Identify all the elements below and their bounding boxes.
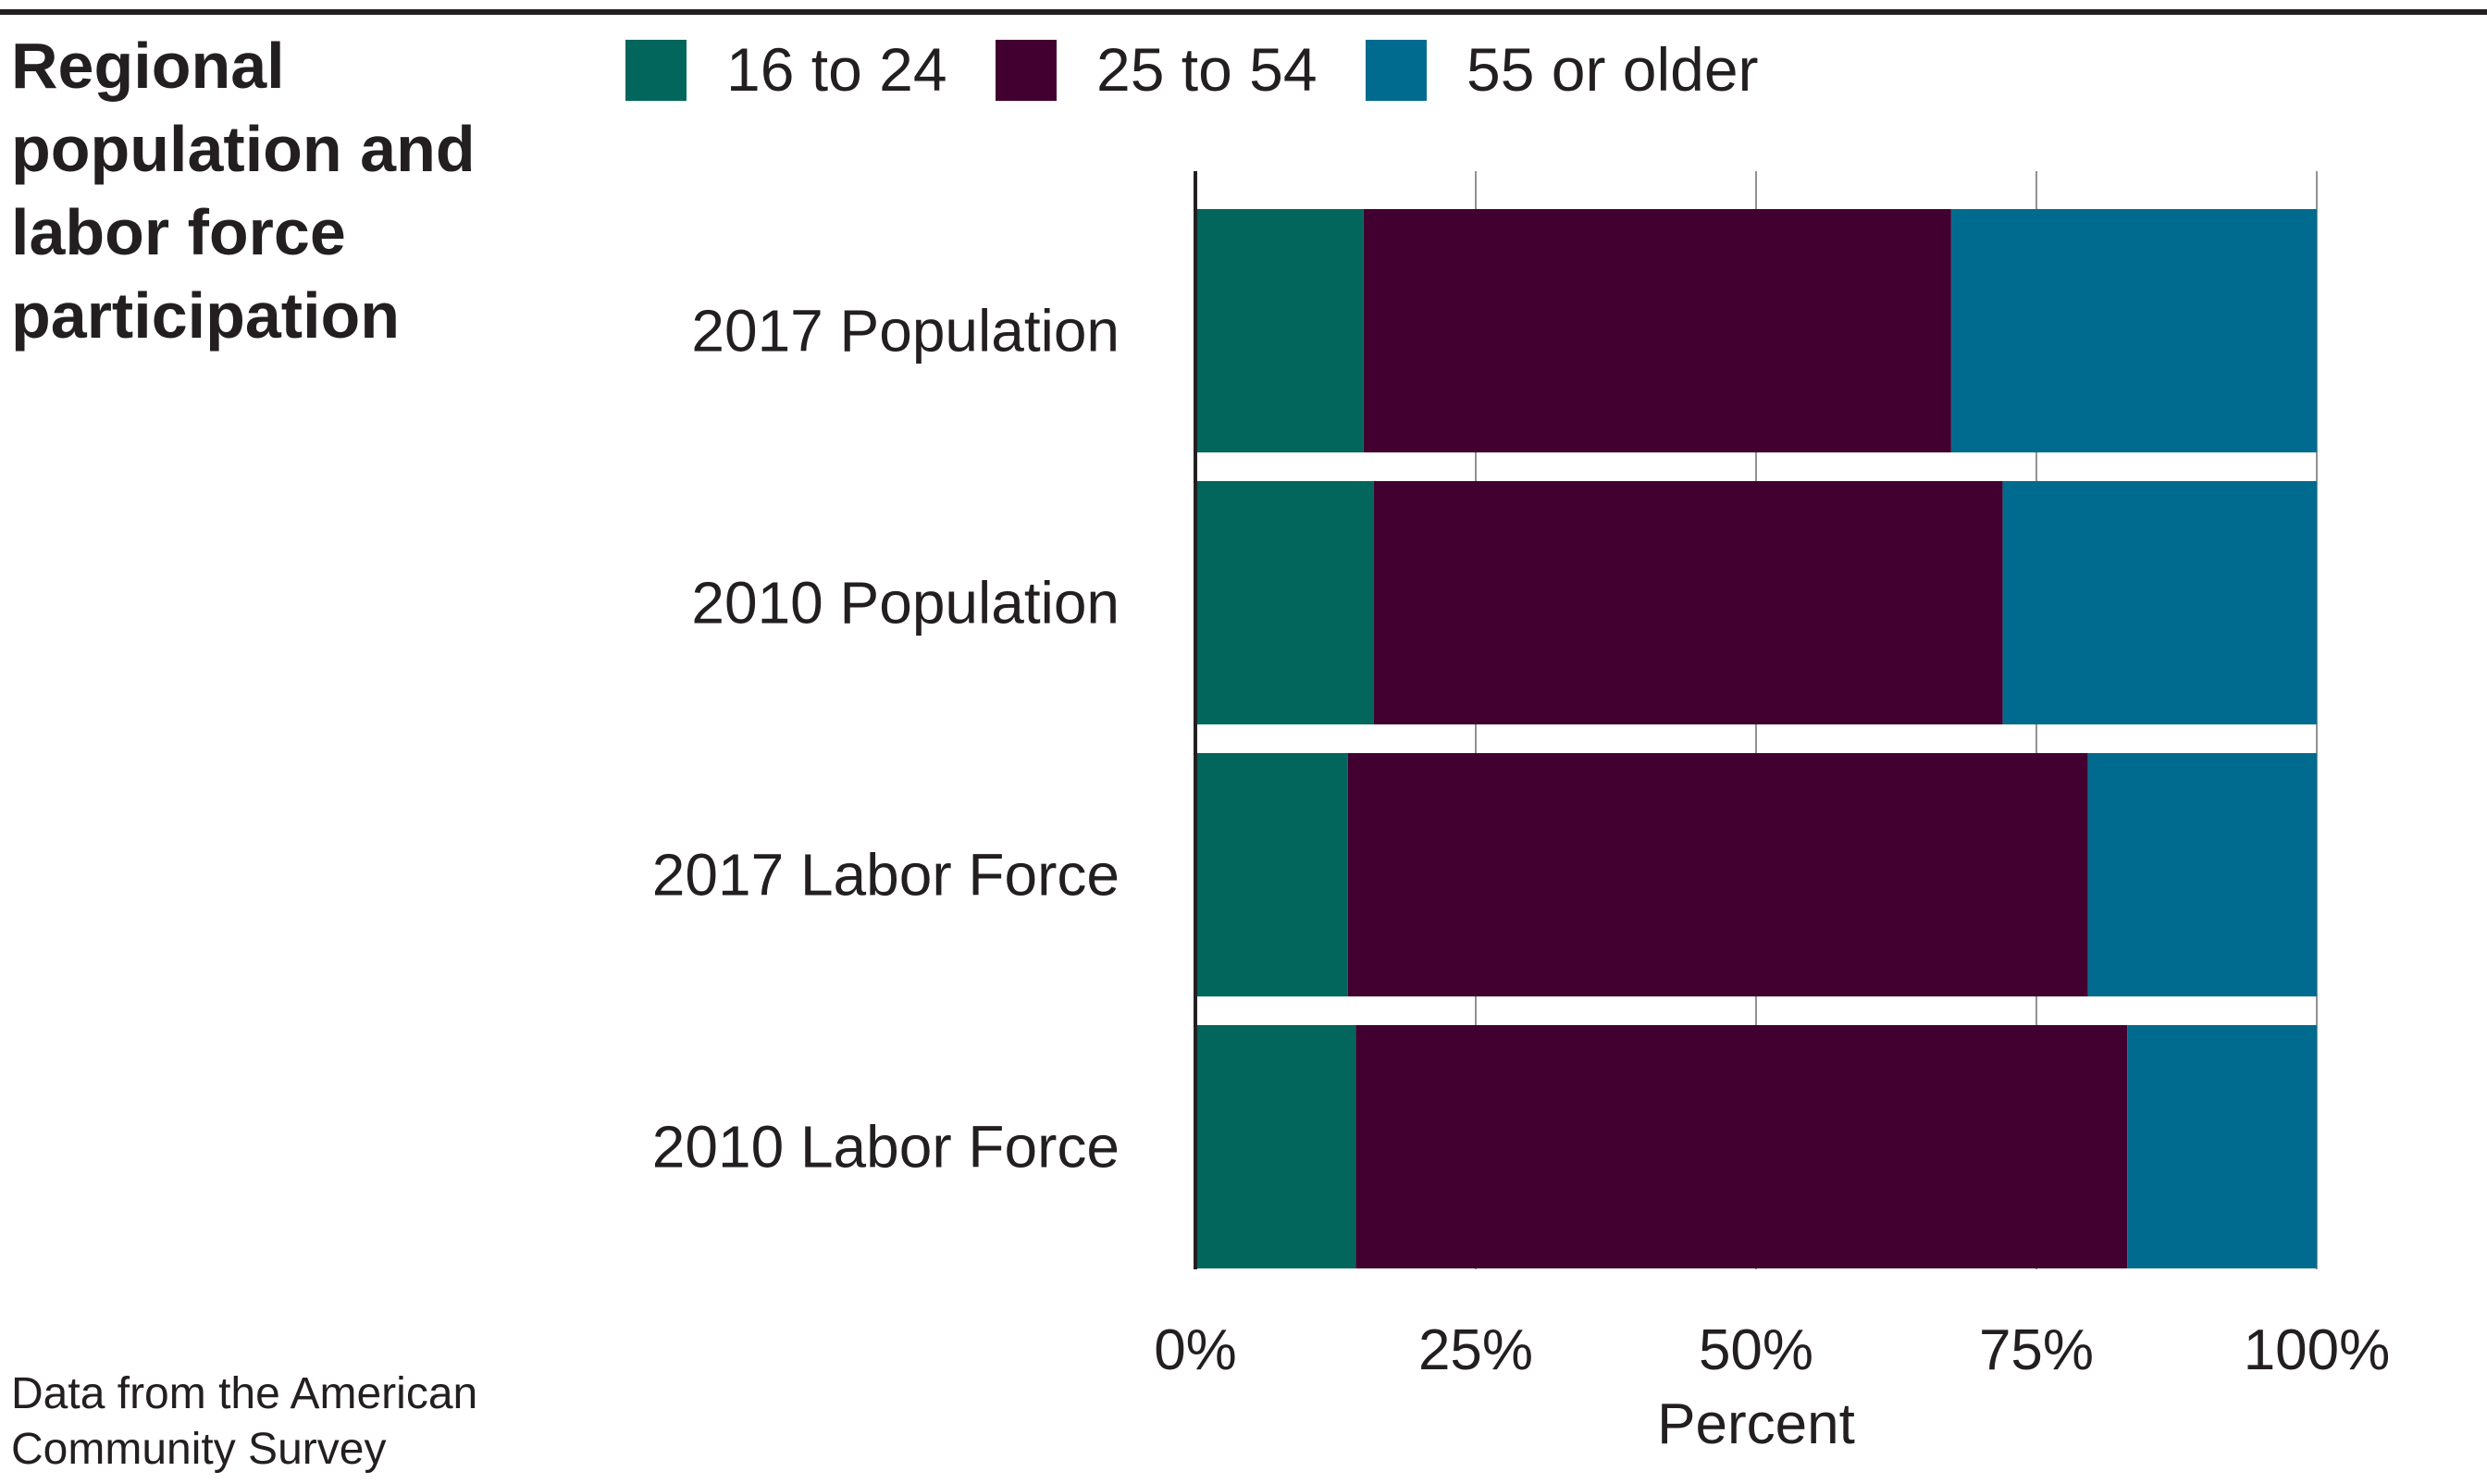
bar-segment bbox=[1373, 481, 2003, 724]
bar-segment bbox=[1363, 209, 1951, 452]
legend-swatch bbox=[996, 40, 1057, 101]
category-label: 2010 Labor Force bbox=[652, 1114, 1120, 1181]
chart-title-line: labor force bbox=[11, 196, 346, 268]
x-axis-title: Percent bbox=[1657, 1392, 1855, 1456]
legend-item: 25 to 54 bbox=[996, 35, 1318, 104]
top-rule bbox=[0, 9, 2487, 15]
legend-label: 16 to 24 bbox=[726, 35, 947, 104]
category-label: 2010 Population bbox=[691, 570, 1120, 637]
x-tick-label: 50% bbox=[1699, 1318, 1813, 1382]
legend-item: 55 or older bbox=[1366, 35, 1759, 104]
legend-label: 55 or older bbox=[1466, 35, 1759, 104]
bar-segment bbox=[1355, 1025, 2128, 1268]
source-note-line: Community Survey bbox=[11, 1425, 386, 1474]
x-tick-label: 25% bbox=[1418, 1318, 1533, 1382]
bar-segment bbox=[2127, 1025, 2317, 1268]
category-label: 2017 Labor Force bbox=[652, 842, 1120, 909]
legend-item: 16 to 24 bbox=[625, 35, 947, 104]
legend-swatch bbox=[1366, 40, 1427, 101]
legend-label: 25 to 54 bbox=[1096, 35, 1318, 104]
bar-segment bbox=[1195, 753, 1348, 996]
bar-segment bbox=[1195, 1025, 1356, 1268]
x-tick-label: 0% bbox=[1154, 1318, 1237, 1382]
source-note-line: Data from the American bbox=[11, 1369, 477, 1418]
bar-segment bbox=[1950, 209, 2317, 452]
x-tick-label: 100% bbox=[2244, 1318, 2391, 1382]
bar-segment bbox=[1195, 481, 1374, 724]
chart-title-line: Regional bbox=[11, 30, 285, 102]
chart-title-line: participation bbox=[11, 279, 400, 352]
source-note: Data from the American Community Survey bbox=[11, 1369, 490, 1474]
chart-title-line: population and bbox=[11, 113, 476, 185]
category-label: 2017 Population bbox=[691, 298, 1120, 365]
legend-swatch bbox=[625, 40, 687, 101]
chart-title: Regional population and labor force part… bbox=[11, 30, 493, 352]
category-labels: 2017 Population 2010 Population 2017 Labor… bbox=[652, 298, 1120, 1181]
bar-segment bbox=[2087, 753, 2317, 996]
legend: 16 to 24 25 to 54 55 or older bbox=[625, 35, 1759, 104]
bar-segment bbox=[2002, 481, 2317, 724]
x-tick-label: 75% bbox=[1979, 1318, 2094, 1382]
bar-segment bbox=[1347, 753, 2088, 996]
bar-segment bbox=[1195, 209, 1364, 452]
bars bbox=[1195, 209, 2317, 1268]
x-axis-tick-labels: 0% 25% 50% 75% 100% bbox=[1154, 1318, 2390, 1382]
